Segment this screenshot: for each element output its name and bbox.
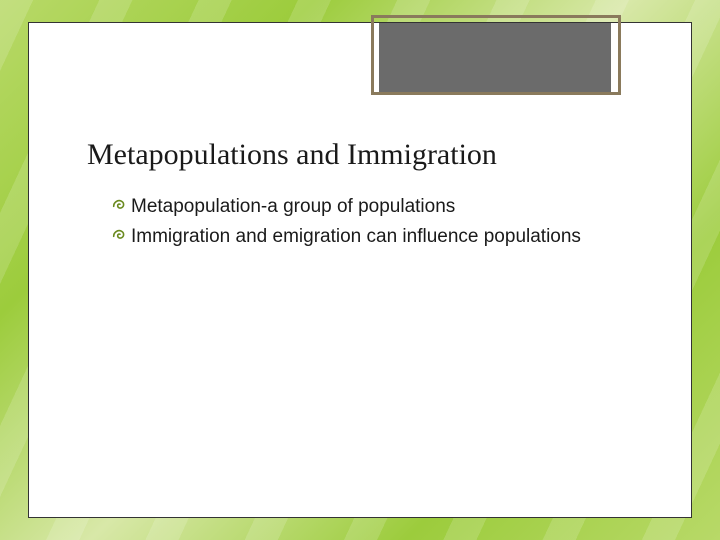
content-area: Metapopulations and Immigration Metapopu… [87, 138, 641, 253]
bullet-item: Metapopulation-a group of populations [111, 194, 641, 220]
slide-title: Metapopulations and Immigration [87, 138, 641, 172]
slide-frame: Metapopulations and Immigration Metapopu… [28, 22, 692, 518]
swirl-bullet-icon [111, 224, 131, 246]
title-box-outline [371, 15, 621, 95]
bullet-item: Immigration and emigration can influence… [111, 224, 641, 250]
bullet-text: Immigration and emigration can influence… [131, 224, 581, 250]
bullet-list: Metapopulation-a group of populations Im… [87, 194, 641, 249]
bullet-text: Metapopulation-a group of populations [131, 194, 455, 220]
swirl-bullet-icon [111, 194, 131, 216]
